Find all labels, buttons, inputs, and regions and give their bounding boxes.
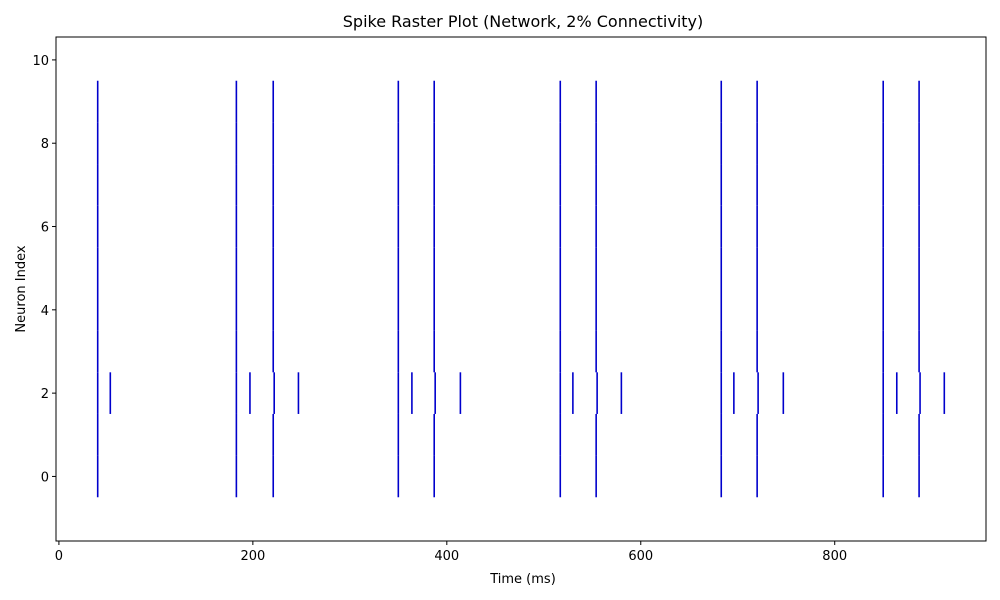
y-tick-label: 6 — [41, 221, 49, 236]
y-tick-label: 0 — [41, 470, 49, 485]
plot-frame — [55, 36, 987, 542]
x-tick-label: 200 — [240, 549, 265, 564]
x-axis-label: Time (ms) — [489, 572, 556, 587]
y-axis: 0 2 4 6 8 10 — [32, 54, 56, 485]
x-tick-label: 0 — [55, 549, 63, 564]
spike-marks — [96, 80, 946, 498]
x-tick-label: 600 — [628, 549, 653, 564]
x-axis: 0 200 400 600 800 — [55, 541, 847, 564]
x-tick-label: 400 — [434, 549, 459, 564]
y-tick-label: 8 — [41, 137, 49, 152]
chart-title: Spike Raster Plot (Network, 2% Connectiv… — [343, 12, 704, 31]
y-tick-label: 10 — [32, 54, 49, 69]
x-tick-label: 800 — [822, 549, 847, 564]
y-tick-label: 2 — [41, 387, 49, 402]
y-tick-label: 4 — [41, 304, 49, 319]
y-axis-label: Neuron Index — [14, 245, 29, 332]
